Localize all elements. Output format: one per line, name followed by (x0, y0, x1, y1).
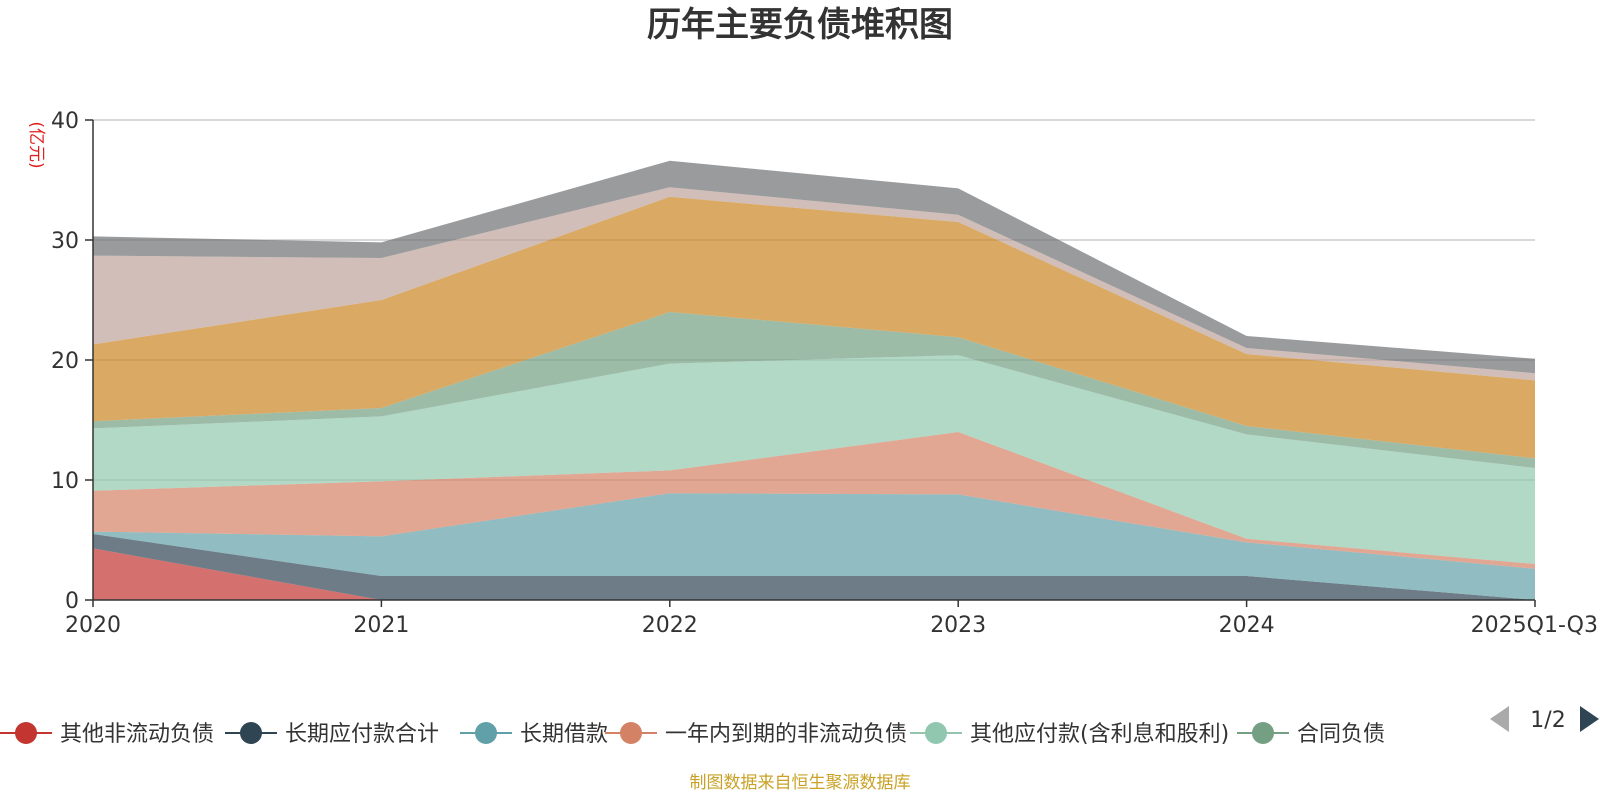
y-axis-unit: (亿元) (26, 121, 46, 168)
data-source-note: 制图数据来自恒生聚源数据库 (690, 773, 911, 793)
area-一年内到期的非流动负债 (93, 432, 1535, 569)
y-tick-label: 20 (51, 349, 79, 374)
legend-label: 合同负债 (1297, 722, 1385, 747)
x-tick-label: 2021 (353, 613, 409, 638)
x-tick-label: 2024 (1219, 613, 1275, 638)
legend-item[interactable]: 其他非流动负债 (0, 722, 214, 747)
legend-marker (240, 722, 262, 744)
y-tick-label: 40 (51, 109, 79, 134)
legend-label: 长期借款 (520, 722, 608, 747)
legend-label: 其他非流动负债 (60, 722, 214, 747)
x-tick-labels: 2020 2021 2022 2023 2024 2025Q1-Q3 (65, 613, 1598, 638)
area-series (93, 160, 1535, 600)
y-tick-label: 0 (65, 589, 79, 614)
area-应付票据 (93, 187, 1535, 381)
legend-page-indicator: 1/2 (1530, 708, 1565, 733)
x-tick-label: 2023 (930, 613, 986, 638)
axes (85, 119, 1536, 607)
area-长期借款 (93, 493, 1535, 600)
legend-next-icon[interactable] (1580, 706, 1599, 732)
legend-item[interactable]: 长期借款 (460, 722, 608, 747)
legend-pager: 1/2 (1490, 706, 1599, 733)
legend-marker (15, 722, 37, 744)
legend-marker (620, 722, 642, 744)
y-tick-labels: 0 10 20 30 40 (51, 109, 79, 614)
legend-item[interactable]: 长期应付款合计 (225, 722, 439, 747)
x-tick-label: 2025Q1-Q3 (1471, 613, 1598, 638)
legend-item[interactable]: 其他应付款(含利息和股利) (910, 722, 1229, 747)
legend-marker (925, 722, 947, 744)
area-其他应付款(含利息和股利) (93, 355, 1535, 564)
area-短期借款 (93, 160, 1535, 374)
legend-marker (1252, 722, 1274, 744)
legend-label: 一年内到期的非流动负债 (665, 722, 907, 747)
area-应付账款 (93, 196, 1535, 459)
legend-label: 长期应付款合计 (285, 722, 439, 747)
x-tick-label: 2020 (65, 613, 121, 638)
legend-label: 其他应付款(含利息和股利) (970, 722, 1229, 747)
y-tick-label: 30 (51, 229, 79, 254)
area-其他非流动负债 (93, 548, 1535, 600)
legend-item[interactable]: 合同负债 (1237, 722, 1385, 747)
legend-item[interactable]: 一年内到期的非流动负债 (605, 722, 907, 747)
area-长期应付款合计 (93, 534, 1535, 600)
legend-marker (475, 722, 497, 744)
area-合同负债 (93, 312, 1535, 468)
x-tick-label: 2022 (642, 613, 698, 638)
legend: 其他非流动负债 长期应付款合计 长期借款 一年内到期的非流动负债 其他应付款(含利息和股… (0, 722, 1385, 747)
chart-title: 历年主要负债堆积图 (647, 5, 953, 45)
y-tick-label: 10 (51, 469, 79, 494)
legend-prev-icon[interactable] (1490, 706, 1509, 732)
